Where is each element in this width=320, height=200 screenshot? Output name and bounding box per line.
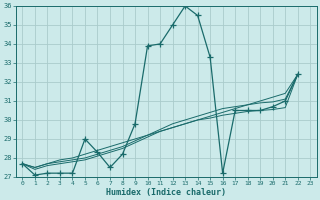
X-axis label: Humidex (Indice chaleur): Humidex (Indice chaleur) [106,188,226,197]
